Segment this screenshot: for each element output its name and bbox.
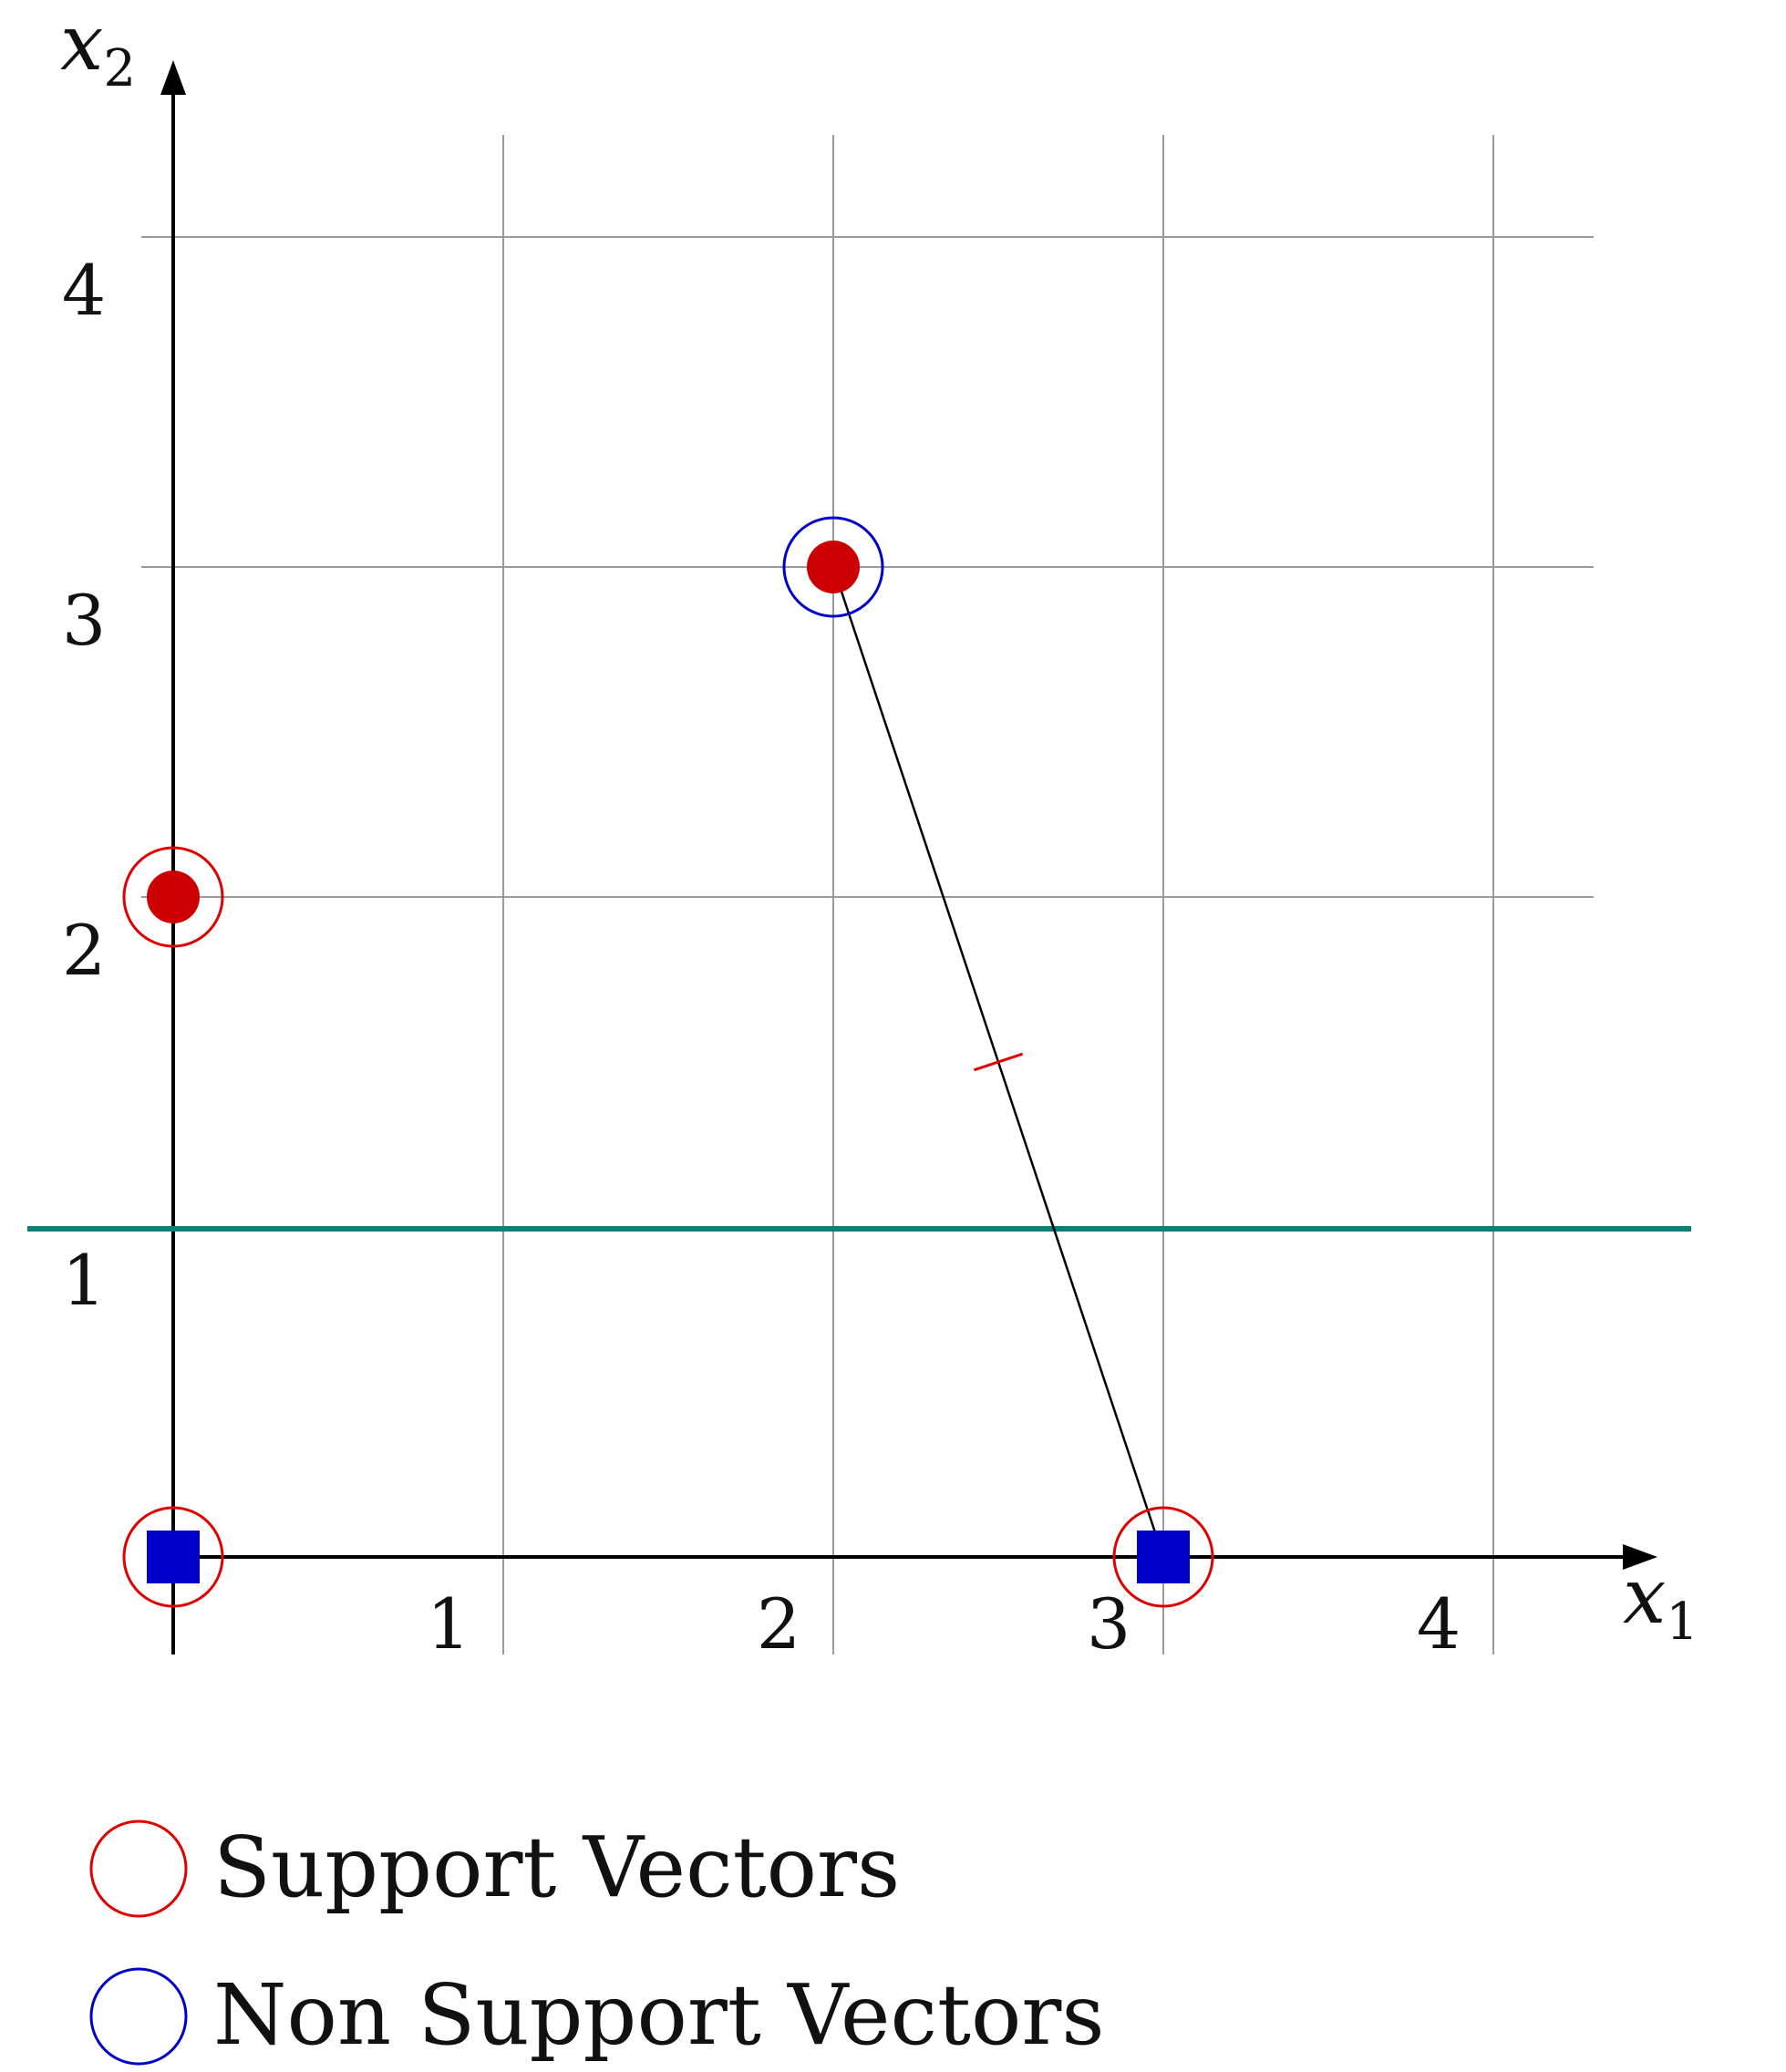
x-axis-title: x1 xyxy=(1623,1551,1698,1652)
x-tick-label: 3 xyxy=(1087,1583,1130,1665)
y-tick-label: 1 xyxy=(62,1240,106,1321)
support-vector-ring xyxy=(122,1506,224,1608)
y-axis-arrowhead xyxy=(160,60,186,95)
legend-label: Support Vectors xyxy=(213,1819,900,1916)
legend-support-ring xyxy=(89,1819,188,1918)
axes xyxy=(160,60,1657,1655)
y-axis-title: x2 xyxy=(60,0,136,98)
data-points xyxy=(122,516,1214,1608)
x-tick-label: 4 xyxy=(1417,1583,1461,1665)
grid-lines xyxy=(141,135,1594,1655)
legend: Support Vectors Non Support Vectors xyxy=(89,1819,1105,2066)
legend-label: Non Support Vectors xyxy=(213,1966,1105,2064)
red-class-point xyxy=(807,541,860,593)
legend-non-support-ring xyxy=(89,1967,188,2066)
blue-class-point xyxy=(147,1531,200,1583)
x-tick-label: 2 xyxy=(757,1583,800,1665)
midpoint-tick xyxy=(973,1052,1024,1072)
support-vector-ring xyxy=(122,846,224,948)
red-class-point xyxy=(147,871,200,923)
non-support-vector-ring xyxy=(782,516,884,618)
y-tick-label: 2 xyxy=(62,910,106,991)
y-tick-labels: 1 2 3 4 xyxy=(62,250,106,1321)
x-tick-labels: 1 2 3 4 xyxy=(427,1583,1461,1665)
x-axis-arrowhead xyxy=(1623,1544,1657,1570)
blue-class-point xyxy=(1137,1531,1190,1583)
distance-segment xyxy=(831,566,1165,1558)
support-vector-ring xyxy=(1112,1506,1214,1608)
y-tick-label: 4 xyxy=(62,250,106,331)
y-tick-label: 3 xyxy=(62,580,106,661)
x-tick-label: 1 xyxy=(427,1583,470,1665)
